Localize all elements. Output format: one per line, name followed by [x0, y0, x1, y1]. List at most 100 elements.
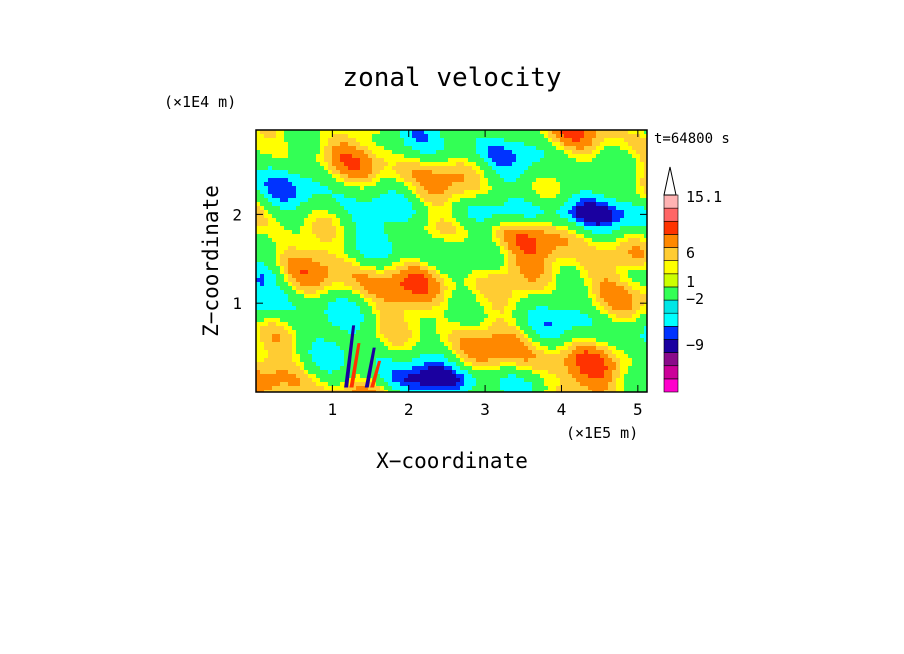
field-cell: [424, 186, 429, 191]
field-cell: [500, 302, 505, 307]
field-cell: [544, 362, 549, 367]
field-cell: [368, 158, 373, 163]
field-cell: [272, 374, 277, 379]
field-cell: [444, 166, 449, 171]
field-cell: [528, 134, 533, 139]
field-cell: [460, 194, 465, 199]
field-cell: [264, 254, 269, 259]
field-cell: [320, 158, 325, 163]
field-cell: [256, 190, 261, 195]
field-cell: [356, 254, 361, 259]
field-cell: [376, 318, 381, 323]
field-cell: [552, 310, 557, 315]
field-cell: [280, 158, 285, 163]
field-cell: [368, 354, 373, 359]
field-cell: [396, 390, 401, 392]
field-cell: [288, 198, 293, 203]
field-cell: [328, 382, 333, 387]
field-cell: [504, 186, 509, 191]
field-cell: [516, 198, 521, 203]
field-cell: [500, 258, 505, 263]
field-cell: [372, 226, 377, 231]
field-cell: [544, 318, 549, 323]
field-cell: [436, 242, 441, 247]
field-cell: [536, 190, 541, 195]
field-cell: [464, 134, 469, 139]
field-cell: [360, 370, 365, 375]
field-cell: [424, 350, 429, 355]
field-cell: [276, 234, 281, 239]
field-cell: [500, 138, 505, 143]
field-cell: [304, 342, 309, 347]
field-cell: [444, 206, 449, 211]
field-cell: [344, 198, 349, 203]
field-cell: [428, 186, 433, 191]
field-cell: [512, 170, 517, 175]
field-cell: [412, 230, 417, 235]
field-cell: [264, 318, 269, 323]
field-cell: [456, 218, 461, 223]
field-cell: [384, 306, 389, 311]
field-cell: [540, 306, 545, 311]
field-cell: [468, 198, 473, 203]
field-cell: [508, 150, 513, 155]
field-cell: [508, 386, 513, 391]
field-cell: [364, 246, 369, 251]
field-cell: [548, 306, 553, 311]
field-cell: [408, 170, 413, 175]
field-cell: [340, 138, 345, 143]
field-cell: [380, 134, 385, 139]
field-cell: [356, 222, 361, 227]
field-cell: [268, 298, 273, 303]
field-cell: [328, 374, 333, 379]
field-cell: [548, 338, 553, 343]
field-cell: [396, 346, 401, 351]
field-cell: [404, 242, 409, 247]
field-cell: [332, 306, 337, 311]
field-cell: [436, 334, 441, 339]
field-cell: [464, 214, 469, 219]
field-cell: [348, 134, 353, 139]
field-cell: [352, 358, 357, 363]
field-cell: [440, 318, 445, 323]
field-cell: [256, 250, 261, 255]
field-cell: [312, 198, 317, 203]
field-cell: [500, 146, 505, 151]
field-cell: [344, 366, 349, 371]
field-cell: [440, 294, 445, 299]
field-cell: [480, 134, 485, 139]
field-cell: [360, 346, 365, 351]
field-cell: [360, 214, 365, 219]
field-cell: [548, 190, 553, 195]
field-cell: [388, 170, 393, 175]
field-cell: [556, 130, 561, 135]
field-cell: [300, 218, 305, 223]
field-cell: [256, 346, 261, 351]
field-cell: [548, 186, 553, 191]
field-cell: [544, 386, 549, 391]
field-cell: [276, 134, 281, 139]
field-cell: [404, 142, 409, 147]
field-cell: [520, 266, 525, 271]
field-cell: [500, 222, 505, 227]
field-cell: [384, 218, 389, 223]
field-cell: [268, 194, 273, 199]
field-cell: [404, 194, 409, 199]
field-cell: [544, 294, 549, 299]
field-cell: [524, 334, 529, 339]
field-cell: [352, 350, 357, 355]
field-cell: [276, 290, 281, 295]
field-cell: [300, 370, 305, 375]
field-cell: [492, 206, 497, 211]
field-cell: [536, 154, 541, 159]
field-cell: [376, 298, 381, 303]
field-cell: [536, 366, 541, 371]
field-cell: [516, 242, 521, 247]
field-cell: [276, 154, 281, 159]
field-cell: [408, 222, 413, 227]
field-cell: [536, 346, 541, 351]
field-cell: [364, 282, 369, 287]
field-cell: [368, 206, 373, 211]
field-cell: [496, 174, 501, 179]
field-cell: [456, 158, 461, 163]
